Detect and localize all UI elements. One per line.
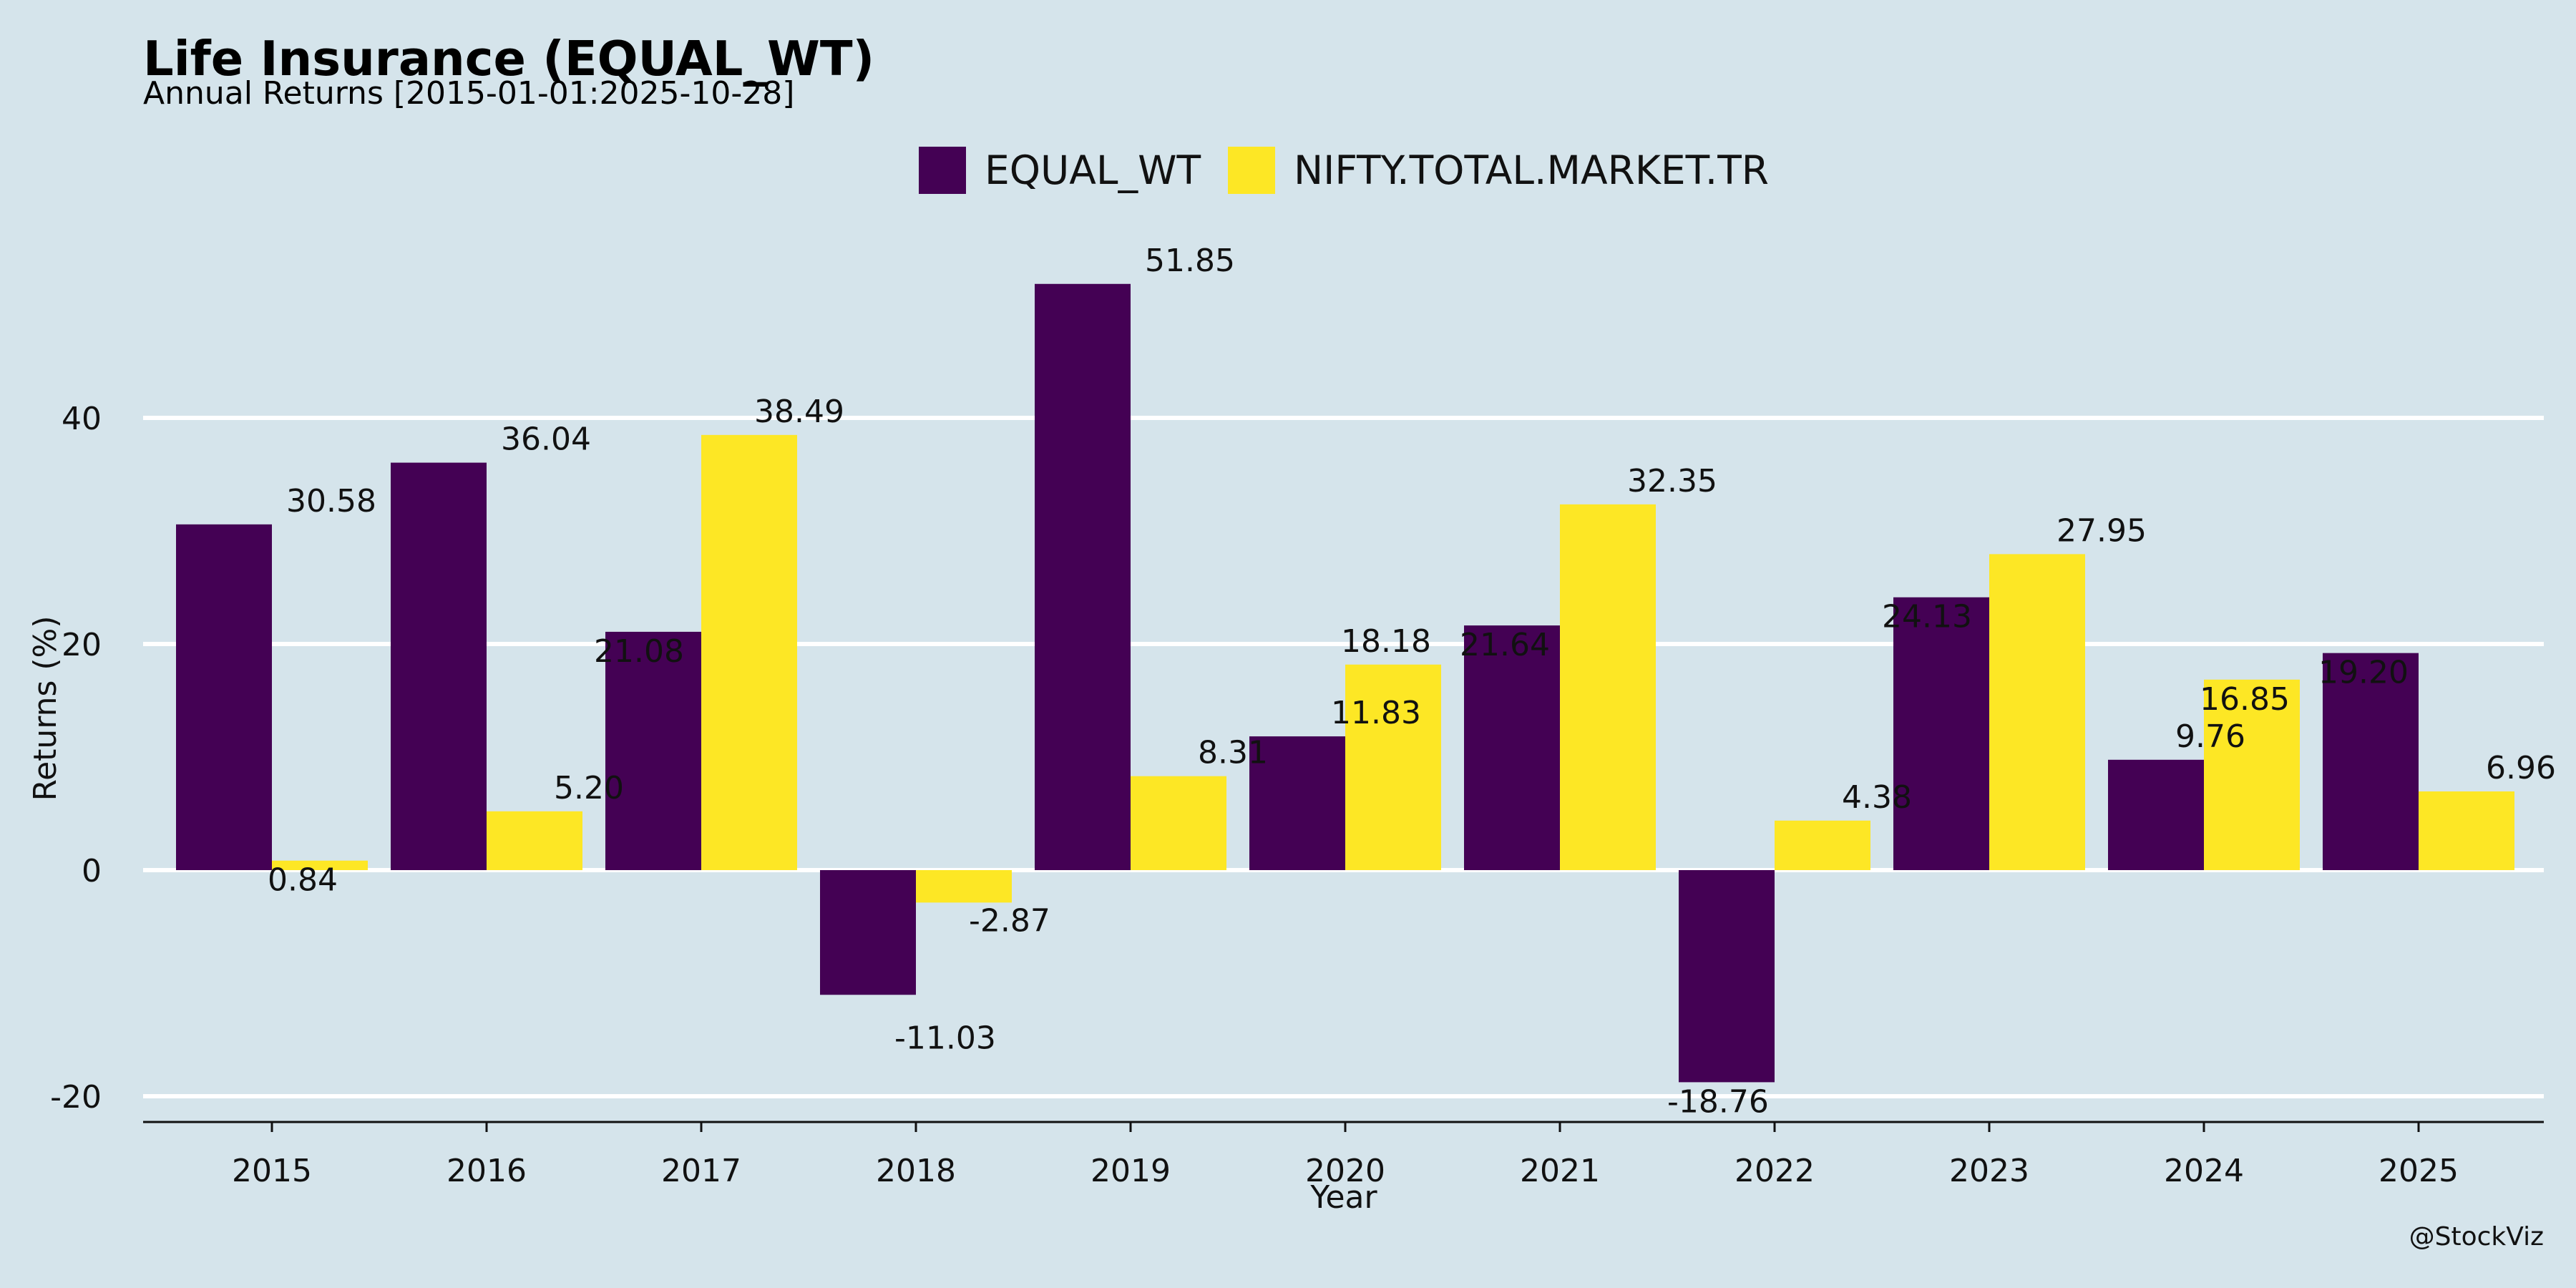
bar-equal-wt-2022 [1679,870,1775,1083]
x-tick-label: 2021 [1520,1153,1600,1189]
bar-nifty-2015 [272,860,368,870]
x-tick-label: 2018 [876,1153,956,1189]
data-label: 9.76 [2175,718,2245,755]
chart-subtitle: Annual Returns [2015-01-01:2025-10-28] [143,75,794,112]
legend-label-equal-wt: EQUAL_WT [985,147,1201,193]
bar-nifty-2021 [1560,504,1656,870]
data-label: 32.35 [1627,463,1717,499]
bar-nifty-2022 [1775,820,1870,870]
legend: EQUAL_WT NIFTY.TOTAL.MARKET.TR [919,147,1769,194]
data-labels: 30.58 0.84 36.04 5.20 21.08 38.49 -11.03 -2.87 5… [268,243,2556,1121]
data-label: 36.04 [501,421,591,458]
bar-nifty-2020 [1345,664,1441,870]
data-label: 21.64 [1460,627,1550,663]
data-label: 51.85 [1145,243,1235,279]
data-label: 0.84 [268,862,338,899]
data-label: 24.13 [1882,599,1972,635]
y-tick-label: 0 [82,853,102,889]
legend-swatch-nifty [1228,147,1275,194]
bar-equal-wt-2019 [1035,283,1131,870]
bar-nifty-2025 [2419,791,2514,870]
bar-nifty-2019 [1131,776,1226,870]
bar-equal-wt-2017 [605,631,701,870]
bar-equal-wt-2018 [820,870,916,995]
data-label: 38.49 [754,394,844,430]
bar-equal-wt-2023 [1893,597,1989,870]
data-label: 16.85 [2200,681,2290,718]
x-tick-label: 2020 [1305,1153,1385,1189]
data-label: -2.87 [969,902,1050,939]
data-label: 5.20 [554,770,624,806]
bar-equal-wt-2020 [1249,736,1345,870]
bars [176,283,2514,1083]
bar-equal-wt-2016 [391,462,487,870]
y-tick-label: 40 [62,401,102,437]
y-tick-label: -20 [50,1079,102,1116]
bar-equal-wt-2015 [176,524,272,870]
data-label: -11.03 [894,1020,996,1056]
data-label: 21.08 [594,633,684,670]
y-axis-label: Returns (%) [27,615,64,801]
data-label: 18.18 [1341,623,1431,660]
legend-swatch-equal-wt [919,147,966,194]
axes: -20 0 20 40 2015 2016 2017 2018 2019 2020 2021 2022… [50,401,2544,1189]
x-tick-label: 2019 [1091,1153,1171,1189]
bar-equal-wt-2024 [2108,759,2204,870]
data-label: 19.20 [2318,655,2409,691]
x-tick-label: 2022 [1735,1153,1815,1189]
bar-equal-wt-2025 [2323,653,2419,870]
data-label: -18.76 [1667,1083,1769,1120]
legend-label-nifty: NIFTY.TOTAL.MARKET.TR [1294,147,1769,193]
bar-nifty-2016 [487,811,582,870]
data-label: 4.38 [1842,779,1912,816]
bar-equal-wt-2021 [1464,625,1560,870]
chart-title: Life Insurance (EQUAL_WT) [143,31,874,87]
x-axis-label: Year [1309,1179,1377,1216]
x-tick-label: 2025 [2379,1153,2459,1189]
y-tick-label: 20 [62,627,102,663]
caption: @StockViz [2409,1222,2544,1252]
data-label: 30.58 [286,483,376,519]
x-tick-label: 2016 [447,1153,527,1189]
bar-nifty-2023 [1989,554,2085,870]
x-tick-label: 2024 [2164,1153,2244,1189]
x-tick-label: 2023 [1949,1153,2029,1189]
data-label: 8.31 [1198,735,1268,771]
bar-nifty-2017 [701,434,797,870]
data-label: 27.95 [2057,512,2147,549]
data-label: 6.96 [2486,750,2556,786]
bar-nifty-2018 [916,870,1012,903]
x-tick-label: 2017 [661,1153,741,1189]
bar-nifty-2024 [2204,679,2300,870]
data-label: 11.83 [1331,695,1421,731]
x-tick-label: 2015 [232,1153,312,1189]
